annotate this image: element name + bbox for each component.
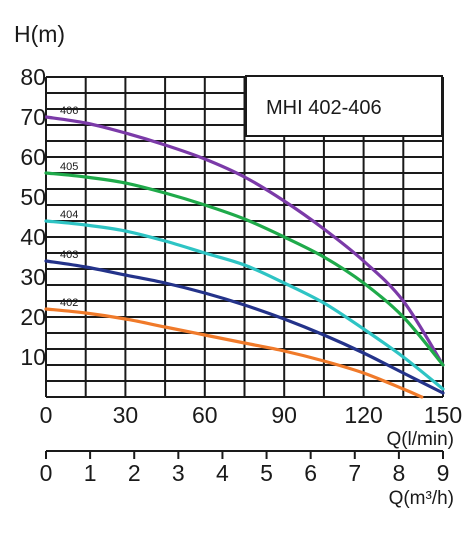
y-ticks: 10 20 30 40 50 60 70 80: [20, 64, 46, 370]
x-tick-label: 150: [424, 402, 462, 428]
chart-curves: [44, 115, 445, 399]
x2-tick-label: 1: [84, 460, 97, 486]
x2-tick-label: 0: [40, 460, 53, 486]
curve-404: [44, 219, 445, 391]
y-tick-label: 80: [20, 64, 46, 90]
x2-axis-label: Q(m³/h): [389, 488, 454, 509]
curve-402: [44, 307, 424, 399]
curve-label-403: 403: [60, 249, 78, 261]
y-tick-label: 10: [20, 344, 46, 370]
y-tick-label: 40: [20, 224, 46, 250]
y-tick-label: 60: [20, 144, 46, 170]
x-tick-label: 0: [40, 402, 53, 428]
x-tick-label: 60: [192, 402, 218, 428]
curve-label-405: 405: [60, 161, 78, 173]
x-tick-label: 90: [271, 402, 297, 428]
y-tick-label: 30: [20, 264, 46, 290]
x-ticks: 0 30 60 90 120 150: [40, 402, 463, 428]
curve-label-404: 404: [60, 209, 78, 221]
x2-ticks: 0 1 2 3 4 5 6 7 8 9: [40, 450, 450, 486]
title-box: [245, 75, 443, 137]
y-tick-label: 70: [20, 104, 46, 130]
x-tick-label: 120: [344, 402, 382, 428]
x2-tick-label: 7: [348, 460, 361, 486]
chart-title: MHI 402-406: [266, 97, 382, 119]
y-axis-label: H(m): [14, 21, 65, 47]
curve-405: [44, 171, 445, 367]
curve-406: [44, 115, 445, 367]
x2-tick-label: 6: [304, 460, 317, 486]
x2-tick-label: 5: [260, 460, 273, 486]
y-tick-label: 50: [20, 184, 46, 210]
curve-label-406: 406: [60, 105, 78, 117]
x-tick-label: 30: [113, 402, 139, 428]
y-tick-label: 20: [20, 304, 46, 330]
x2-tick-label: 8: [392, 460, 405, 486]
x2-tick-label: 9: [437, 460, 450, 486]
x2-tick-label: 2: [128, 460, 141, 486]
curve-label-402: 402: [60, 297, 78, 309]
x-axis-label: Q(l/min): [386, 429, 454, 450]
curve-labels: 406 405 404 403 402: [60, 105, 78, 309]
x2-tick-label: 4: [216, 460, 229, 486]
x2-tick-label: 3: [172, 460, 185, 486]
curve-403: [44, 259, 445, 395]
